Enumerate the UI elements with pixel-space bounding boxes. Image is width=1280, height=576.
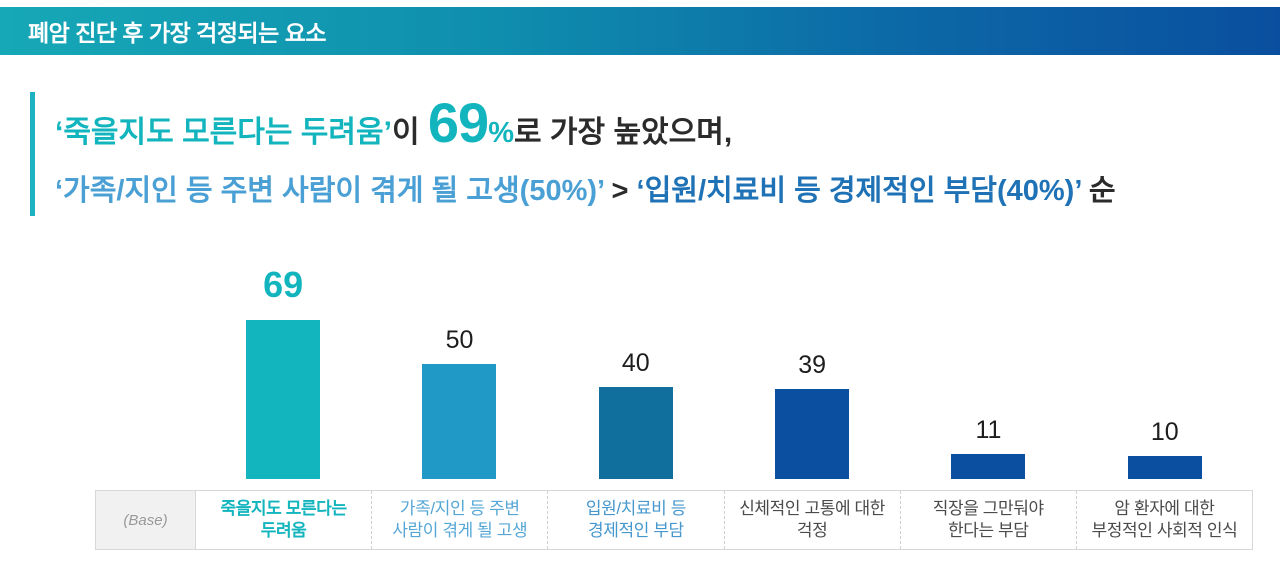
bar bbox=[951, 454, 1026, 479]
bar bbox=[422, 364, 497, 479]
category-label-row: (Base) 죽을지도 모른다는 두려움 가족/지인 등 주변 사람이 겪게 될 … bbox=[95, 490, 1253, 550]
bar bbox=[246, 320, 321, 479]
bar-column: 39 bbox=[724, 351, 900, 479]
summary-percent-sign: % bbox=[488, 117, 514, 149]
bar-column: 40 bbox=[548, 349, 724, 479]
category-label: 가족/지인 등 주변 사람이 겪게 될 고생 bbox=[372, 491, 549, 549]
bar-value-label: 11 bbox=[975, 416, 1002, 444]
summary-line1-rest: 로 가장 높았으며, bbox=[513, 116, 733, 149]
bar-value-label: 50 bbox=[445, 326, 474, 354]
bar bbox=[775, 389, 850, 479]
summary-line-2: ‘가족/지인 등 주변 사람이 겪게 될 고생(50%)’ > ‘입원/치료비 … bbox=[55, 166, 1116, 216]
category-label: 직장을 그만둬야 한다는 부담 bbox=[901, 491, 1077, 549]
category-label: 입원/치료비 등 경제적인 부담 bbox=[548, 491, 725, 549]
summary-callout: ‘죽을지도 모른다는 두려움’이 69%로 가장 높았으며, ‘가족/지인 등 … bbox=[30, 92, 1116, 216]
bar-value-label: 69 bbox=[263, 264, 304, 305]
summary-connector: 이 bbox=[391, 116, 428, 149]
header-band: 폐암 진단 후 가장 걱정되는 요소 bbox=[0, 7, 1280, 55]
summary-top-value: 69 bbox=[427, 91, 489, 154]
page-title: 폐암 진단 후 가장 걱정되는 요소 bbox=[28, 20, 327, 46]
category-label: 신체적인 고통에 대한 걱정 bbox=[725, 491, 901, 549]
bar-value-label: 39 bbox=[798, 351, 827, 379]
summary-highlight-family: ‘가족/지인 등 주변 사람이 겪게 될 고생(50%)’ bbox=[55, 175, 605, 207]
bar bbox=[598, 387, 673, 479]
bar-value-label: 10 bbox=[1150, 418, 1179, 446]
bar-column: 10 bbox=[1077, 418, 1253, 479]
bar-column: 11 bbox=[900, 416, 1076, 479]
summary-gt-separator: > bbox=[604, 175, 637, 207]
summary-highlight-cost: ‘입원/치료비 등 경제적인 부담(40%)’ bbox=[636, 175, 1082, 207]
bar-column: 69 bbox=[195, 264, 371, 479]
bars-row: 69 50 40 39 11 10 bbox=[95, 252, 1253, 479]
summary-highlight-fear: ‘죽을지도 모른다는 두려움’ bbox=[55, 116, 392, 149]
category-label: 암 환자에 대한 부정적인 사회적 인식 bbox=[1091, 498, 1238, 540]
base-label-cell: (Base) bbox=[96, 491, 196, 549]
bar bbox=[1127, 456, 1202, 479]
bar-column: 50 bbox=[371, 326, 547, 479]
category-label: 죽을지도 모른다는 두려움 bbox=[196, 491, 373, 549]
bar-value-label: 40 bbox=[621, 349, 650, 377]
summary-line2-rest: 순 bbox=[1081, 175, 1116, 207]
summary-line-1: ‘죽을지도 모른다는 두려움’이 69%로 가장 높았으며, bbox=[55, 92, 1116, 164]
